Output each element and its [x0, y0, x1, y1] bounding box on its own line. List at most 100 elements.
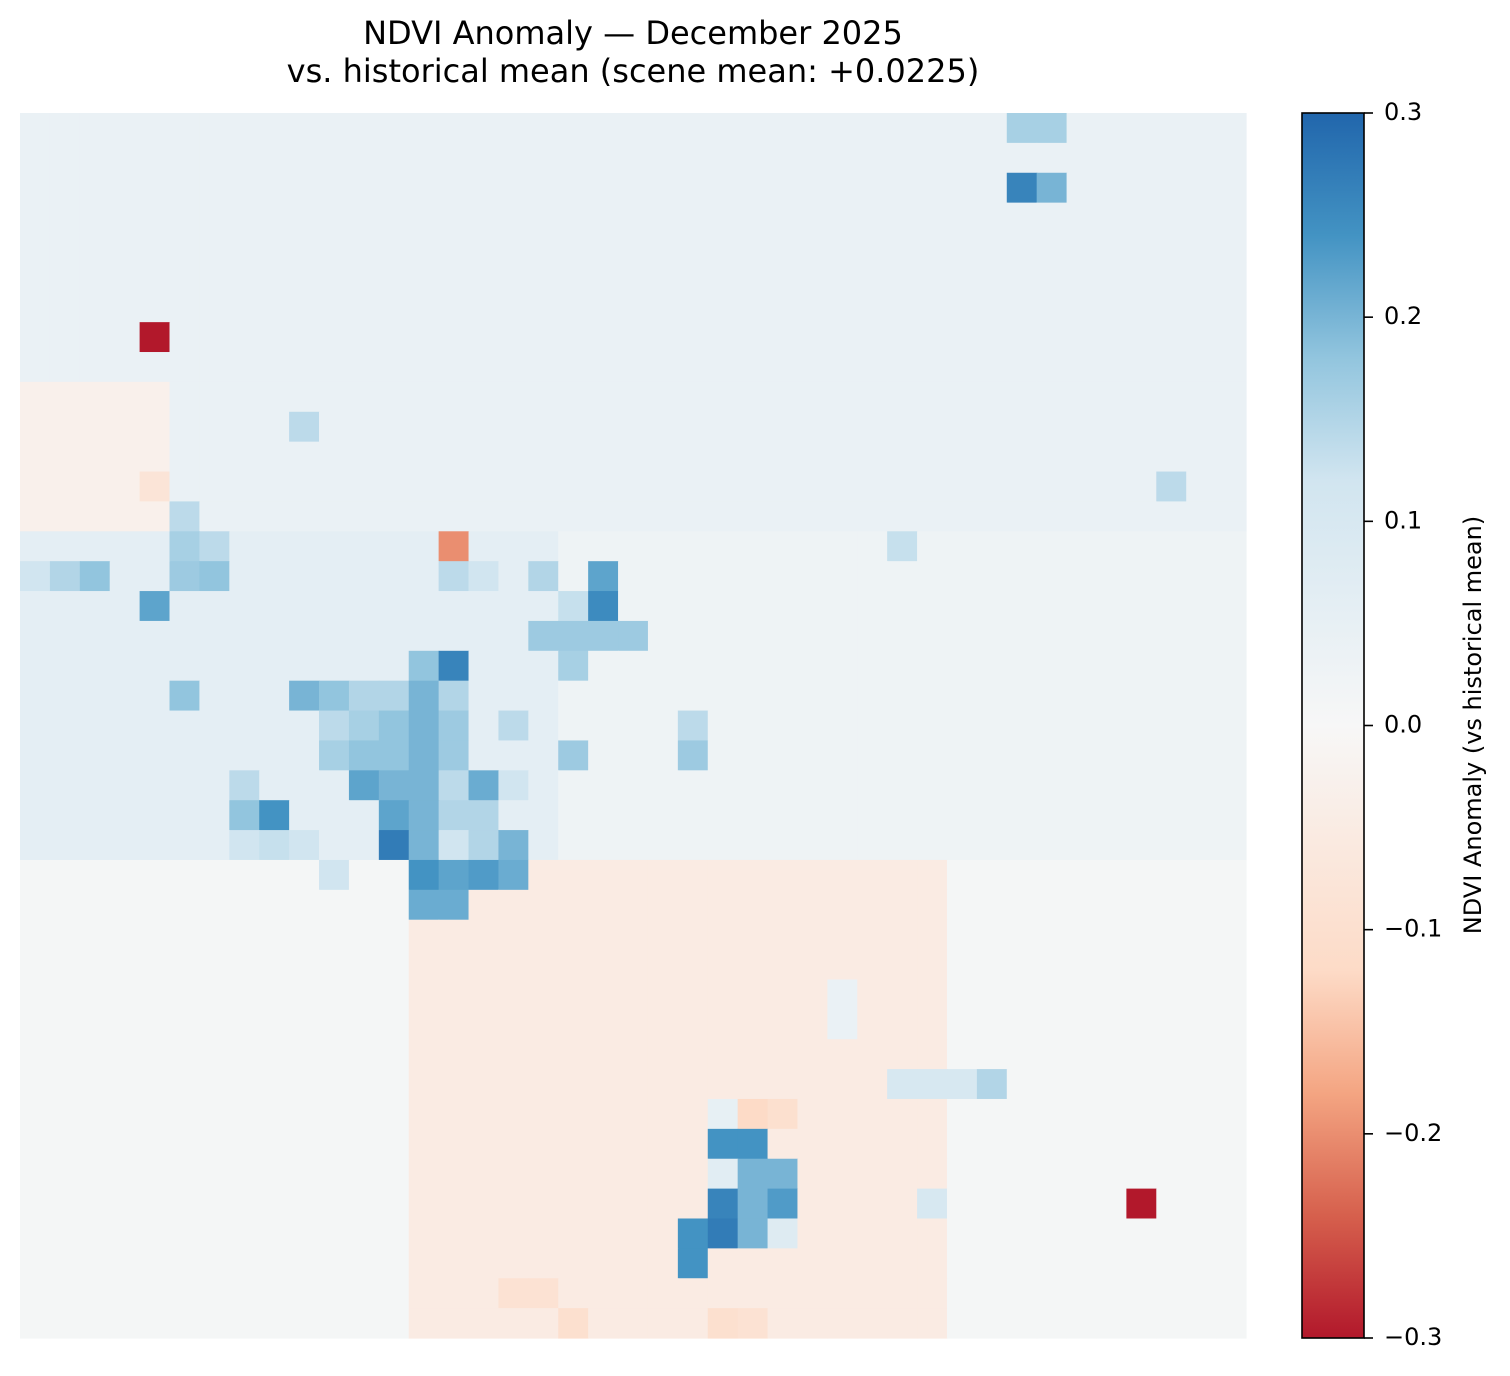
heatmap-cell	[618, 800, 649, 831]
heatmap-cell	[79, 591, 111, 622]
heatmap-cell	[976, 979, 1008, 1010]
heatmap-cell	[408, 740, 440, 771]
heatmap-cell	[79, 1278, 111, 1309]
heatmap-cell	[1216, 740, 1247, 771]
heatmap-cell	[1036, 1009, 1068, 1040]
heatmap-cell	[1186, 381, 1217, 413]
heatmap-cell	[109, 113, 141, 144]
heatmap-cell	[289, 1278, 320, 1309]
heatmap-cell	[1186, 1158, 1217, 1190]
heatmap-cell	[259, 710, 290, 742]
heatmap-cell	[438, 1009, 470, 1040]
heatmap-cell	[438, 591, 470, 622]
heatmap-cell	[647, 1218, 679, 1249]
heatmap-cell	[1156, 919, 1187, 951]
heatmap-cell	[229, 381, 260, 413]
heatmap-cell	[229, 411, 260, 443]
heatmap-cell	[1156, 1158, 1187, 1190]
heatmap-cell	[647, 1308, 679, 1339]
heatmap-cell	[857, 232, 888, 263]
heatmap-cell	[229, 262, 260, 293]
heatmap-cell	[707, 531, 739, 562]
heatmap-cell	[20, 292, 51, 323]
heatmap-cell	[707, 1098, 739, 1130]
heatmap-cell	[588, 919, 619, 951]
heatmap-cell	[677, 531, 709, 562]
heatmap-cell	[348, 650, 380, 682]
heatmap-cell	[169, 680, 201, 712]
heatmap-cell	[1096, 949, 1127, 981]
heatmap-cell	[588, 411, 619, 443]
heatmap-cell	[1036, 232, 1068, 263]
heatmap-cell	[109, 322, 141, 353]
heatmap-cell	[857, 113, 888, 144]
heatmap-cell	[20, 322, 51, 353]
heatmap-cell	[827, 1188, 858, 1220]
heatmap-cell	[887, 1128, 918, 1160]
heatmap-cell	[1096, 830, 1127, 861]
heatmap-cell	[259, 381, 290, 413]
heatmap-cell	[1036, 262, 1068, 293]
heatmap-cell	[438, 411, 470, 443]
heatmap-cell	[1186, 1248, 1217, 1279]
heatmap-cell	[827, 292, 858, 323]
heatmap-cell	[1186, 770, 1217, 801]
heatmap-cell	[618, 441, 649, 473]
heatmap-cell	[1126, 919, 1157, 951]
heatmap-cell	[319, 441, 350, 473]
heatmap-cell	[1036, 1248, 1068, 1279]
heatmap-cell	[498, 710, 529, 742]
heatmap-cell	[1066, 471, 1098, 503]
heatmap-cell	[169, 710, 201, 742]
heatmap-cell	[319, 1128, 350, 1160]
heatmap-cell	[946, 1248, 978, 1279]
heatmap-cell	[618, 531, 649, 562]
heatmap-cell	[498, 1039, 529, 1070]
heatmap-cell	[20, 262, 51, 293]
heatmap-cell	[887, 1158, 918, 1190]
heatmap-cell	[857, 680, 888, 712]
heatmap-cell	[109, 650, 141, 682]
heatmap-cell	[707, 1308, 739, 1339]
heatmap-cell	[588, 322, 619, 353]
heatmap-cell	[1036, 1158, 1068, 1190]
heatmap-cell	[827, 979, 858, 1010]
heatmap-cell	[737, 591, 769, 622]
heatmap-cell	[558, 471, 589, 503]
heatmap-cell	[1186, 1128, 1217, 1160]
heatmap-cell	[1006, 1128, 1038, 1160]
heatmap-cell	[348, 889, 380, 921]
heatmap-cell	[558, 859, 589, 891]
heatmap-cell	[647, 1098, 679, 1130]
heatmap-cell	[1156, 322, 1187, 353]
heatmap-cell	[1216, 889, 1247, 921]
heatmap-cell	[408, 1158, 440, 1190]
heatmap-cell	[1156, 710, 1187, 742]
heatmap-cell	[917, 232, 948, 263]
heatmap-cell	[707, 1039, 739, 1070]
heatmap-cell	[1006, 800, 1038, 831]
heatmap-cell	[169, 770, 201, 801]
heatmap-cell	[588, 531, 619, 562]
heatmap-cell	[647, 501, 679, 532]
heatmap-cell	[20, 1098, 51, 1130]
heatmap-cell	[737, 1248, 769, 1279]
heatmap-cell	[588, 949, 619, 981]
heatmap-cell	[109, 740, 141, 771]
heatmap-cell	[199, 471, 230, 503]
heatmap-cell	[946, 531, 978, 562]
heatmap-cell	[588, 262, 619, 293]
heatmap-cell	[438, 740, 470, 771]
heatmap-cell	[259, 680, 290, 712]
heatmap-cell	[1216, 501, 1247, 532]
heatmap-cell	[109, 859, 141, 891]
heatmap-cell	[1066, 411, 1098, 443]
heatmap-cell	[737, 292, 769, 323]
heatmap-cell	[528, 1308, 559, 1339]
heatmap-cell	[917, 830, 948, 861]
heatmap-cell	[827, 501, 858, 532]
heatmap-cell	[79, 859, 111, 891]
heatmap-cell	[917, 859, 948, 891]
heatmap-cell	[887, 1098, 918, 1130]
heatmap-cell	[917, 352, 948, 383]
